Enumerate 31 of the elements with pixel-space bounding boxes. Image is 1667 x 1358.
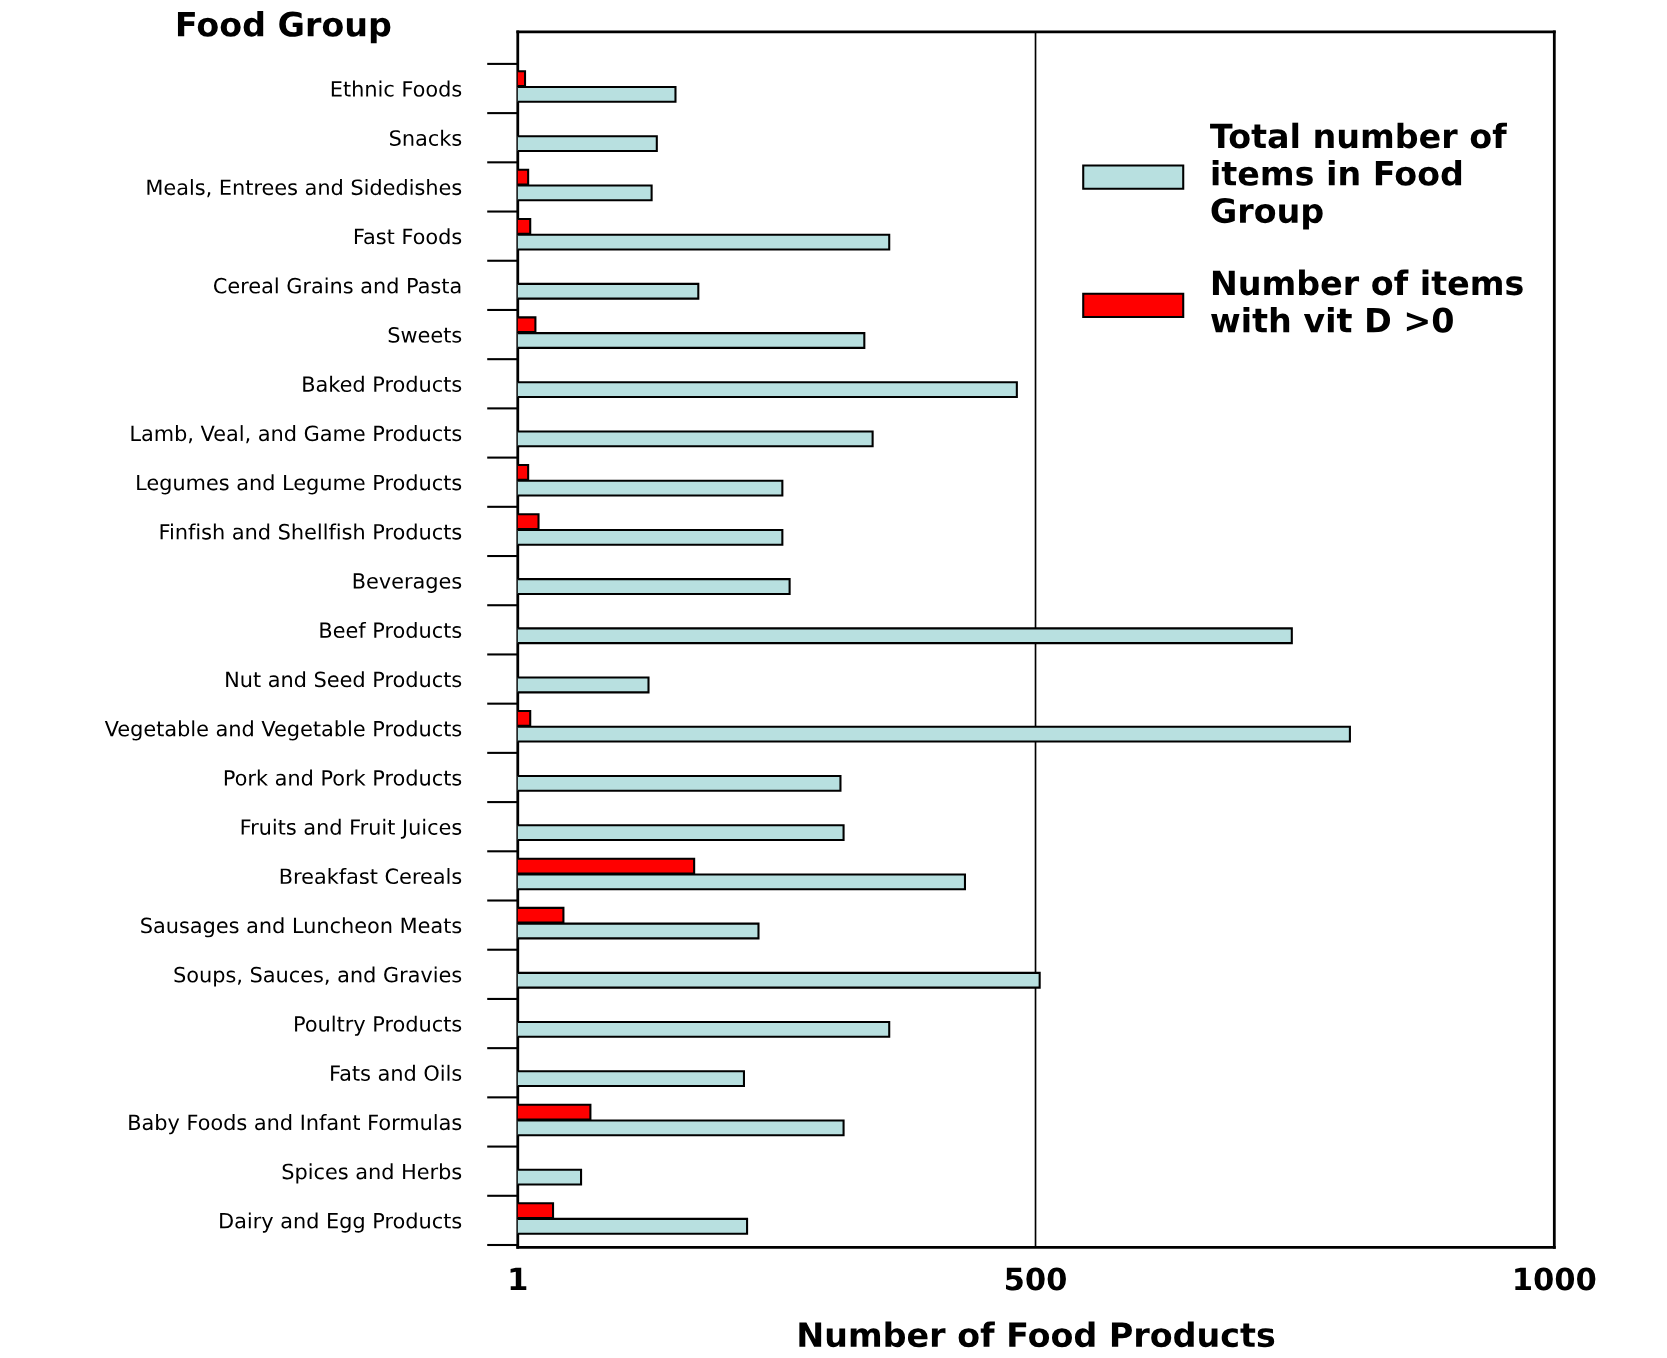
y-tick-label: Spices and Herbs bbox=[282, 1163, 462, 1184]
y-tick-label: Meals, Entrees and Sidedishes bbox=[147, 179, 462, 198]
y-tick-label: Sweets bbox=[388, 327, 462, 343]
y-tick-label: Fats and Oils bbox=[331, 1064, 462, 1081]
y-tick-label: Lamb, Veal, and Game Products bbox=[131, 425, 462, 444]
legend-label: Total number of items in Food Group bbox=[1210, 122, 1507, 230]
y-tick-label: Pork and Pork Products bbox=[224, 769, 462, 786]
y-tick-label: Snacks bbox=[390, 129, 462, 146]
y-tick-label: Fruits and Fruit Juices bbox=[241, 818, 462, 839]
x-tick-label: 1 bbox=[510, 1267, 527, 1291]
y-tick-label: Baked Products bbox=[303, 375, 462, 392]
x-tick-label: 1000 bbox=[1515, 1267, 1596, 1291]
y-tick-label: Ethnic Foods bbox=[331, 80, 462, 97]
y-tick-label: Nut and Seed Products bbox=[226, 671, 462, 688]
x-axis-title: Number of Food Products bbox=[799, 1321, 1275, 1348]
y-tick-label: Poultry Products bbox=[295, 1015, 462, 1036]
y-tick-label: Baby Foods and Infant Formulas bbox=[129, 1114, 462, 1135]
y-tick-label: Finfish and Shellfish Products bbox=[160, 523, 462, 540]
y-tick-label: Legumes and Legume Products bbox=[137, 474, 462, 495]
legend-label: Number of items with vit D >0 bbox=[1211, 269, 1523, 333]
y-tick-label: Soups, Sauces, and Gravies bbox=[174, 966, 462, 987]
y-tick-label: Breakfast Cereals bbox=[280, 867, 462, 885]
y-tick-label: Sausages and Luncheon Meats bbox=[141, 917, 462, 938]
y-tick-label: Vegetable and Vegetable Products bbox=[104, 720, 462, 741]
x-tick-label: 500 bbox=[1005, 1267, 1066, 1291]
y-tick-label: Dairy and Egg Products bbox=[220, 1212, 462, 1233]
y-tick-label: Fast Foods bbox=[354, 228, 462, 245]
y-tick-label: Beverages bbox=[353, 573, 462, 593]
y-tick-label: Beef Products bbox=[320, 621, 462, 639]
y-tick-label: Cereal Grains and Pasta bbox=[213, 277, 461, 294]
y-axis-title: Food Group bbox=[177, 11, 391, 44]
